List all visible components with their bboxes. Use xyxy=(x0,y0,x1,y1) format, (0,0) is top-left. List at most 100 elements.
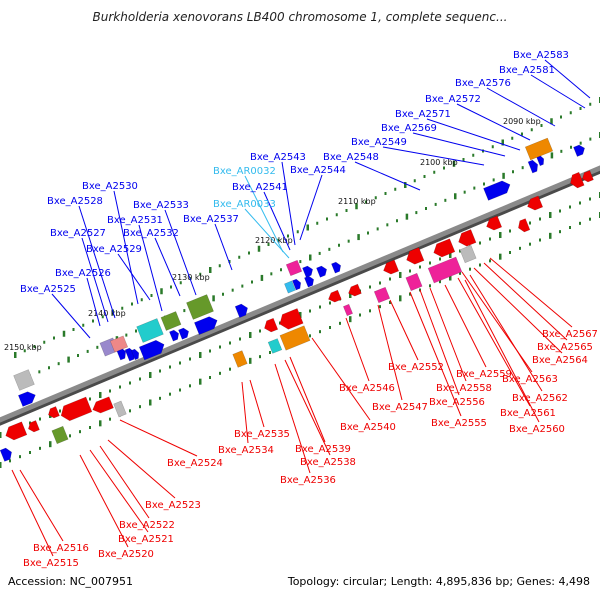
gene-label: Bxe_A2541 xyxy=(232,182,288,193)
tick-dot xyxy=(170,285,172,289)
tick-dot xyxy=(479,263,481,267)
gene-label: Bxe_A2527 xyxy=(50,228,106,239)
tick-dot xyxy=(0,462,2,468)
gene-feature xyxy=(459,244,477,264)
tick-dot xyxy=(160,288,163,295)
gene-label: Bxe_A2546 xyxy=(339,383,395,394)
leader-line xyxy=(78,205,116,319)
tick-dot xyxy=(459,271,461,275)
tick-dot xyxy=(434,202,437,206)
gene-feature xyxy=(109,335,129,353)
accession-text: Accession: NC_007951 xyxy=(8,575,134,588)
tick-dot xyxy=(318,251,321,255)
tick-dot xyxy=(169,392,171,396)
gene-feature xyxy=(60,396,93,422)
gene-label: Bxe_A2547 xyxy=(372,402,428,413)
gene-feature xyxy=(131,348,140,361)
tick-dot xyxy=(296,230,299,234)
gene-label: Bxe_A2538 xyxy=(300,457,356,468)
tick-dot xyxy=(96,345,99,349)
tick-dot xyxy=(483,182,485,186)
tick-dot xyxy=(369,285,371,289)
tick-dot xyxy=(219,371,221,375)
tick-dot xyxy=(384,192,387,195)
leader-line xyxy=(281,161,296,246)
tick-dot xyxy=(139,377,141,381)
tick-dot xyxy=(399,295,402,302)
gene-label: Bxe_A2569 xyxy=(381,123,437,134)
tick-dot xyxy=(260,274,264,281)
gene-feature xyxy=(5,421,28,441)
gene-feature xyxy=(51,425,69,445)
tick-dot xyxy=(569,226,571,229)
gene-feature xyxy=(524,137,554,161)
tick-dot xyxy=(491,145,494,149)
tick-dot xyxy=(57,362,60,366)
gene-feature xyxy=(234,303,248,318)
gene-label: Bxe_A2522 xyxy=(119,520,175,531)
tick-dot xyxy=(463,190,466,194)
gene-feature xyxy=(331,261,341,274)
gene-label: Bxe_A2530 xyxy=(82,181,138,192)
tick-dot xyxy=(550,118,553,125)
tick-dot xyxy=(521,132,523,136)
tick-dot xyxy=(335,213,338,217)
tick-dot xyxy=(53,336,55,340)
gene-feature xyxy=(433,238,456,258)
tick-dot xyxy=(9,459,11,463)
gene-label: Bxe_A2572 xyxy=(425,94,481,105)
tick-dot xyxy=(279,321,281,325)
gene-label: Bxe_A2524 xyxy=(167,458,223,469)
leader-line xyxy=(289,356,326,443)
tick-dot xyxy=(139,405,141,409)
leader-line xyxy=(412,132,506,157)
gene-feature xyxy=(458,229,477,247)
gene-feature xyxy=(232,350,248,368)
tick-dot xyxy=(277,238,280,242)
gene-label: Bxe_AR0033 xyxy=(213,199,276,210)
tick-dot xyxy=(415,211,418,215)
tick-dot xyxy=(129,381,131,385)
tick-dot xyxy=(269,351,271,354)
tick-dot xyxy=(229,367,231,371)
tick-dot xyxy=(23,349,26,353)
leader-line xyxy=(377,304,403,401)
tick-dot xyxy=(218,264,221,268)
gene-label: Bxe_A2526 xyxy=(55,268,111,279)
genes-layer xyxy=(0,137,594,462)
tick-dot xyxy=(429,261,431,265)
gene-feature xyxy=(343,303,353,317)
gene-label: Bxe_A2515 xyxy=(23,558,79,569)
backbone-axis xyxy=(0,165,600,423)
tick-dot xyxy=(239,337,241,341)
gene-label: Bxe_A2581 xyxy=(499,65,555,76)
tick-dot xyxy=(189,384,191,388)
tick-dot xyxy=(501,139,504,146)
gene-label: Bxe_A2561 xyxy=(500,408,556,419)
tick-dot xyxy=(489,259,491,263)
tick-dot xyxy=(472,153,475,157)
tick-dot xyxy=(259,329,261,333)
tick-dot xyxy=(29,421,31,425)
leader-line xyxy=(249,379,265,428)
tick-dot xyxy=(299,260,302,264)
tick-dot xyxy=(462,158,465,161)
leader-line xyxy=(426,118,521,151)
tick-dot xyxy=(119,385,121,389)
leader-line xyxy=(419,289,460,396)
tick-dot xyxy=(329,326,331,329)
tick-dot xyxy=(316,221,319,225)
gene-label: Bxe_A2583 xyxy=(513,50,569,61)
tick-dot xyxy=(299,312,302,318)
tick-dot xyxy=(287,234,289,238)
tick-dot xyxy=(540,124,543,127)
gene-feature xyxy=(373,286,391,304)
gene-label: Bxe_A2562 xyxy=(512,393,568,404)
tick-dot xyxy=(579,221,581,225)
tick-dot xyxy=(159,396,161,400)
tick-dot xyxy=(489,237,491,241)
tick-dot xyxy=(109,389,111,393)
leader-line xyxy=(86,277,101,327)
tick-dot xyxy=(560,115,562,119)
